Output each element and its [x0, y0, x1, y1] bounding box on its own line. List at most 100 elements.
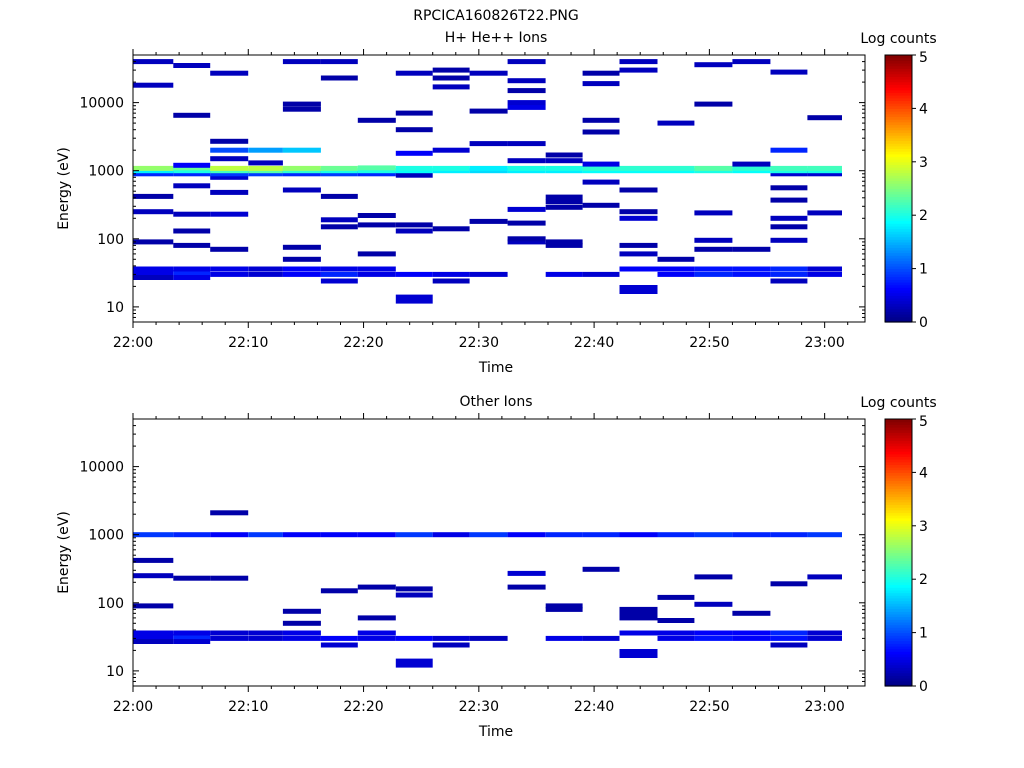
heatmap-cell [395, 532, 433, 538]
heatmap-cell [357, 117, 396, 123]
x-tick-label: 23:00 [804, 335, 844, 351]
heatmap-cell [507, 584, 546, 590]
heatmap-cell [210, 165, 249, 171]
heatmap-cell [282, 266, 321, 272]
heatmap-cell [320, 224, 358, 230]
heatmap-cell [357, 630, 396, 636]
heatmap-cell [173, 165, 211, 171]
heatmap-cell [545, 194, 583, 200]
heatmap-cell [432, 67, 470, 73]
colorbar-segment [885, 491, 912, 495]
heatmap-cell [282, 147, 321, 153]
colorbar-segment [885, 169, 912, 174]
colorbar-segment [885, 424, 912, 428]
heatmap-cell [770, 237, 808, 243]
heatmap-cell [545, 635, 583, 641]
colorbar-segment [885, 493, 912, 498]
colorbar-segment [885, 217, 912, 222]
heatmap-cell [357, 271, 396, 277]
heatmap-cell [395, 635, 433, 641]
figure-title: RPCICA160826T22.PNG [413, 8, 578, 24]
colorbar-segment [885, 477, 912, 482]
colorbar-segment [885, 435, 912, 439]
heatmap-cell [320, 642, 358, 648]
colorbar-segment [885, 313, 912, 318]
heatmap-cell [582, 179, 620, 185]
heatmap-cell [807, 635, 842, 641]
x-tick-label: 22:50 [689, 699, 729, 715]
heatmap-cell [210, 189, 249, 195]
heatmap-cell [469, 532, 508, 538]
y-axis-label: Energy (eV) [56, 147, 72, 230]
heatmap-cell [582, 635, 620, 641]
colorbar-segment [885, 89, 912, 93]
colorbar-segment [885, 485, 912, 490]
heatmap-cell [770, 642, 808, 648]
heatmap-cell [395, 110, 433, 116]
heatmap-cell [770, 278, 808, 284]
colorbar-segment [885, 429, 912, 433]
heatmap-cell [133, 573, 174, 579]
colorbar-segment [885, 643, 912, 647]
heatmap-cell [582, 271, 620, 277]
heatmap-cell [619, 215, 658, 221]
heatmap-cell [507, 239, 546, 245]
colorbar-segment [885, 459, 912, 463]
heatmap-cell [395, 658, 433, 668]
heatmap-cell [582, 129, 620, 135]
colorbar-segment [885, 573, 912, 578]
heatmap-cell [173, 575, 211, 581]
colorbar-segment [885, 504, 912, 508]
colorbar-segment [885, 651, 912, 655]
heatmap-cell [732, 161, 771, 167]
heatmap-cell [320, 532, 358, 538]
colorbar-segment [885, 432, 912, 436]
heatmap-cell [173, 275, 211, 280]
heatmap-cell [320, 193, 358, 199]
colorbar-segment [885, 576, 912, 580]
heatmap-cell [282, 630, 321, 636]
heatmap-cell [173, 228, 211, 234]
colorbar-tick-label: 5 [919, 414, 928, 430]
heatmap-cell [657, 532, 695, 538]
heatmap-cell [133, 239, 174, 245]
colorbar-segment [885, 111, 912, 115]
heatmap-cell [770, 165, 808, 171]
heatmap-cell [657, 120, 695, 126]
heatmap-cell [395, 150, 433, 156]
heatmap-cell [210, 510, 249, 516]
colorbar-segment [885, 539, 912, 543]
heatmap-cell [133, 532, 174, 538]
colorbar-segment [885, 499, 912, 503]
colorbar-segment [885, 488, 912, 492]
colorbar-segment [885, 127, 912, 131]
colorbar-segment [885, 605, 912, 610]
heatmap-cell [395, 172, 433, 178]
colorbar-segment [885, 108, 912, 112]
heatmap-cell [732, 630, 771, 636]
heatmap-cell [469, 271, 508, 277]
colorbar-segment [885, 95, 912, 99]
heatmap-cell [357, 213, 396, 218]
heatmap-cell [248, 271, 283, 277]
heatmap-cell [282, 165, 321, 171]
colorbar-segment [885, 177, 912, 182]
colorbar-segment [885, 273, 912, 278]
colorbar-segment [885, 289, 912, 294]
colorbar-segment [885, 533, 912, 538]
colorbar-segment [885, 568, 912, 572]
heatmap-cell [582, 117, 620, 123]
heatmap-cell [657, 618, 695, 623]
colorbar-segment [885, 143, 912, 147]
colorbar-segment [885, 544, 912, 548]
colorbar-segment [885, 209, 912, 214]
heatmap-cell [320, 271, 358, 277]
colorbar-tick-label: 4 [919, 101, 928, 117]
heatmap-cell [357, 168, 396, 174]
heatmap-cell [807, 115, 842, 121]
heatmap-cell [619, 649, 658, 658]
heatmap-cell [395, 165, 433, 171]
heatmap-cell [282, 244, 321, 250]
heatmap-cell [507, 570, 546, 576]
